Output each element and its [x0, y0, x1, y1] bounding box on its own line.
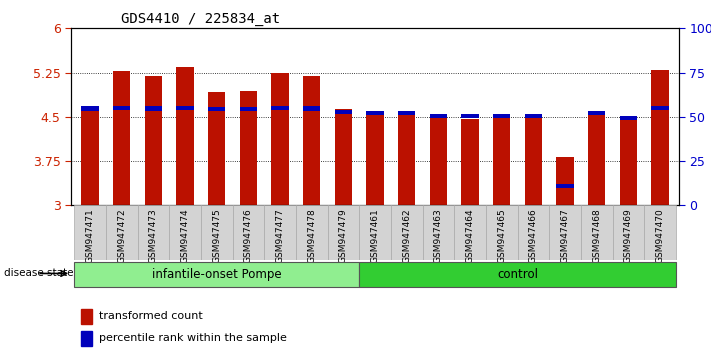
Bar [176, 67, 194, 205]
Text: GSM947468: GSM947468 [592, 208, 602, 263]
Bar [651, 106, 669, 110]
Bar [620, 119, 637, 205]
Bar [81, 309, 92, 324]
Bar [335, 110, 352, 114]
Text: GSM947464: GSM947464 [466, 208, 474, 263]
Text: GSM947475: GSM947475 [213, 208, 221, 263]
Bar [422, 205, 454, 260]
Bar [588, 111, 605, 115]
Bar [398, 111, 415, 115]
Text: GSM947476: GSM947476 [244, 208, 253, 263]
Text: GSM947471: GSM947471 [85, 208, 95, 263]
Bar [272, 73, 289, 205]
Bar [366, 111, 384, 115]
Bar [74, 205, 106, 260]
Bar [461, 114, 479, 118]
Bar [138, 205, 169, 260]
Bar [493, 117, 510, 205]
Text: GSM947467: GSM947467 [560, 208, 570, 263]
Text: GSM947463: GSM947463 [434, 208, 443, 263]
Bar [493, 114, 510, 118]
Text: transformed count: transformed count [100, 312, 203, 321]
Bar [328, 205, 359, 260]
Bar [454, 205, 486, 260]
Bar [644, 205, 676, 260]
Bar [429, 117, 447, 205]
Bar [359, 262, 676, 287]
Bar [303, 107, 321, 111]
Text: GSM947466: GSM947466 [529, 208, 538, 263]
Text: GSM947479: GSM947479 [339, 208, 348, 263]
Bar [359, 205, 391, 260]
Text: infantile-onset Pompe: infantile-onset Pompe [152, 268, 282, 281]
Bar [145, 107, 162, 111]
Text: GSM947478: GSM947478 [307, 208, 316, 263]
Bar [74, 262, 359, 287]
Bar [264, 205, 296, 260]
Bar [106, 205, 138, 260]
Bar [525, 116, 542, 205]
Bar [176, 106, 194, 110]
Text: control: control [497, 268, 538, 281]
Bar [398, 113, 415, 205]
Text: percentile rank within the sample: percentile rank within the sample [100, 333, 287, 343]
Text: GDS4410 / 225834_at: GDS4410 / 225834_at [121, 12, 280, 27]
Bar [429, 114, 447, 118]
Text: GSM947469: GSM947469 [624, 208, 633, 263]
Bar [486, 205, 518, 260]
Bar [651, 70, 669, 205]
Bar [145, 75, 162, 205]
Bar [201, 205, 232, 260]
Bar [303, 75, 321, 205]
Bar [461, 119, 479, 205]
Bar [556, 184, 574, 188]
Bar [272, 106, 289, 110]
Bar [296, 205, 328, 260]
Bar [208, 92, 225, 205]
Bar [581, 205, 612, 260]
Bar [240, 91, 257, 205]
Bar [113, 106, 130, 110]
Bar [525, 114, 542, 118]
Bar [518, 205, 549, 260]
Text: disease state: disease state [4, 268, 73, 278]
Bar [620, 116, 637, 120]
Text: GSM947474: GSM947474 [181, 208, 190, 263]
Text: GSM947461: GSM947461 [370, 208, 380, 263]
Text: GSM947470: GSM947470 [656, 208, 665, 263]
Text: GSM947477: GSM947477 [276, 208, 284, 263]
Bar [232, 205, 264, 260]
Text: GSM947473: GSM947473 [149, 208, 158, 263]
Bar [240, 107, 257, 111]
Bar [588, 113, 605, 205]
Bar [366, 113, 384, 205]
Bar [81, 107, 99, 205]
Text: GSM947462: GSM947462 [402, 208, 411, 263]
Text: GSM947465: GSM947465 [497, 208, 506, 263]
Bar [81, 331, 92, 346]
Bar [81, 107, 99, 111]
Bar [612, 205, 644, 260]
Bar [391, 205, 422, 260]
Bar [335, 109, 352, 205]
Bar [208, 107, 225, 111]
Bar [556, 157, 574, 205]
Text: GSM947472: GSM947472 [117, 208, 127, 263]
Bar [113, 71, 130, 205]
Bar [549, 205, 581, 260]
Bar [169, 205, 201, 260]
